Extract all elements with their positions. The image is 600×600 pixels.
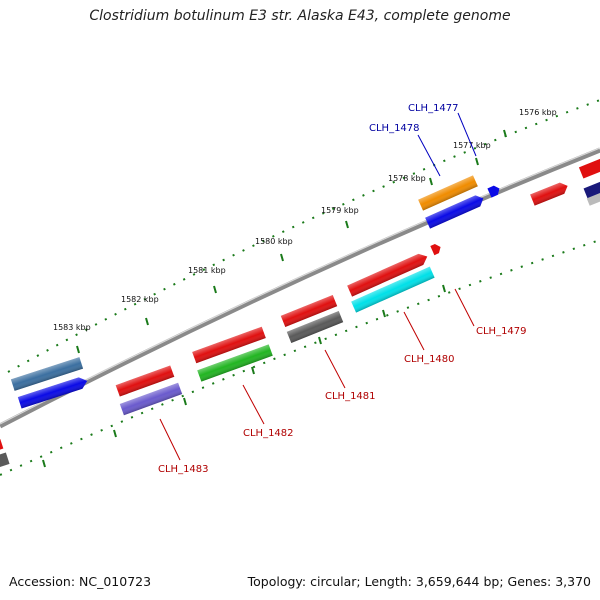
gene-clh-1477[interactable] [418, 175, 478, 211]
gene-red-edge[interactable] [0, 439, 4, 453]
reverse-genes [0, 192, 600, 469]
connector-clh-1483 [159, 418, 181, 461]
gene-label-clh-1481[interactable]: CLH_1481 [325, 391, 376, 402]
gene-label-clh-1483[interactable]: CLH_1483 [158, 464, 209, 475]
connector-clh-1481 [324, 349, 346, 389]
gene-red-1[interactable] [347, 251, 430, 297]
minor-tick [113, 429, 117, 438]
minor-tick [251, 366, 255, 375]
major-tick [213, 285, 217, 294]
tick-label: 1578 kbp [388, 174, 426, 183]
gene-red-small[interactable] [430, 242, 442, 256]
gene-clh-1480[interactable] [351, 266, 435, 313]
connector-clh-1478 [417, 134, 441, 177]
genome-backbone [0, 147, 600, 429]
inner-tick-ring [0, 239, 600, 476]
gene-label-clh-1479[interactable]: CLH_1479 [476, 326, 527, 337]
gene-red-2[interactable] [280, 294, 338, 328]
gene-label-clh-1477[interactable]: CLH_1477 [408, 103, 459, 114]
forward-genes [0, 156, 600, 453]
gene-steel[interactable] [10, 357, 84, 391]
minor-tick [183, 397, 187, 406]
major-tick [475, 157, 479, 166]
minor-tick [318, 336, 322, 345]
connector-clh-1482 [242, 384, 265, 425]
tick-label: 1576 kbp [519, 108, 557, 117]
gene-red-right-1[interactable] [530, 180, 570, 206]
gene-red-right-2[interactable] [578, 156, 600, 179]
tick-label: 1581 kbp [188, 266, 226, 275]
gene-label-clh-1482[interactable]: CLH_1482 [243, 428, 294, 439]
major-tick [429, 177, 433, 186]
gene-clh-1481[interactable] [286, 310, 344, 344]
minor-tick [382, 309, 386, 318]
genome-summary-text: Topology: circular; Length: 3,659,644 bp… [247, 574, 591, 589]
gene-navy-right[interactable] [583, 181, 600, 200]
gene-small-blue[interactable] [487, 184, 501, 198]
minor-tick [442, 284, 446, 293]
major-tick [76, 345, 80, 354]
major-tick [503, 129, 507, 138]
gene-clh-1483[interactable] [119, 382, 183, 416]
gene-gray-edge[interactable] [0, 452, 10, 469]
gene-label-clh-1480[interactable]: CLH_1480 [404, 354, 455, 365]
tick-label: 1579 kbp [321, 206, 359, 215]
major-tick [280, 253, 284, 262]
major-tick [345, 220, 349, 229]
connector-clh-1480 [403, 311, 425, 351]
gene-clh-1478[interactable] [425, 193, 486, 229]
gene-red-3[interactable] [192, 326, 266, 364]
genome-title: Clostridium botulinum E3 str. Alaska E43… [89, 8, 511, 24]
accession-text: Accession: NC_010723 [9, 574, 152, 589]
connector-clh-1477 [457, 112, 477, 157]
connector-clh-1479 [454, 288, 475, 327]
minor-tick [42, 459, 46, 468]
gene-clh-1482[interactable] [197, 344, 273, 382]
gene-gray-right[interactable] [586, 192, 600, 206]
gene-blue-left[interactable] [17, 375, 89, 409]
tick-label: 1583 kbp [53, 323, 91, 332]
major-tick [145, 317, 149, 326]
outer-tick-ring [7, 99, 600, 373]
gene-label-clh-1478[interactable]: CLH_1478 [369, 123, 420, 134]
tick-label: 1582 kbp [121, 295, 159, 304]
gene-red-4[interactable] [115, 365, 175, 397]
tick-label: 1580 kbp [255, 237, 293, 246]
